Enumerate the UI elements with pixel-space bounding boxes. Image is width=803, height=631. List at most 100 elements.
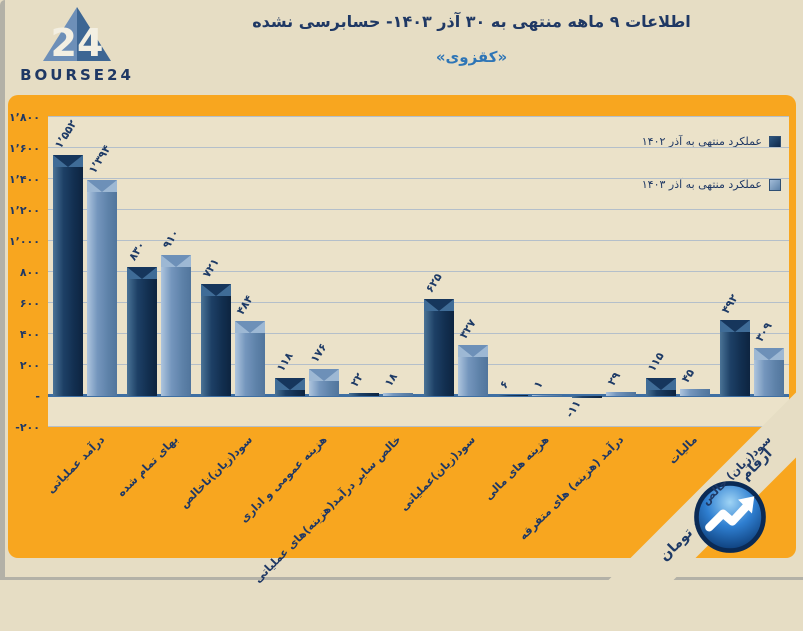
bar-value-label: ۱۱۸ <box>274 349 296 374</box>
legend-swatch-light <box>769 178 781 191</box>
zero-axis-line <box>48 394 789 397</box>
bar-cap <box>423 299 454 312</box>
bar-cap <box>201 284 232 297</box>
x-category-label-8: مالیات <box>666 433 701 467</box>
bar-1402-7 <box>571 396 602 398</box>
bar-cap <box>127 267 158 280</box>
x-category-label-6: هزینه های مالی <box>482 433 552 503</box>
bar-1402-8 <box>645 378 676 396</box>
bar-1403-1 <box>161 254 192 396</box>
bar-cap <box>309 368 340 381</box>
bar-1402-2 <box>201 284 232 396</box>
bar-value-label: ۲۹ <box>604 369 623 388</box>
y-axis-tick-label: -۲۰۰ <box>15 421 40 434</box>
bar-value-label: ۹۱۰ <box>160 226 182 251</box>
bar-value-label: ۶۲۵ <box>422 271 445 296</box>
y-axis-tick-label: ۴۰۰ <box>19 328 40 341</box>
y-axis-tick-label: ۸۰۰ <box>19 266 40 279</box>
logo-brand-text: BOURSE24 <box>20 66 134 84</box>
bar-cap <box>235 320 266 333</box>
bar-cap <box>161 254 192 267</box>
legend-item-1403: عملکرد منتهی به آذر ۱۴۰۳ <box>642 178 781 191</box>
bar-1403-7 <box>605 391 636 396</box>
bar-value-label: ۴۸۴ <box>234 293 256 317</box>
ticker-subtitle: «کقزوی» <box>435 48 508 66</box>
bar-1403-5 <box>457 345 488 396</box>
gridline <box>48 271 789 272</box>
bar-value-label: ۱۱۵ <box>644 350 667 375</box>
bar-1403-8 <box>679 389 710 396</box>
bar-1402-5 <box>423 299 454 396</box>
bar-value-label: ۱۸ <box>382 370 401 390</box>
bar-value-label: -۱۱ <box>562 397 584 420</box>
y-axis-tick-label: ۱٬۰۰۰ <box>8 235 40 248</box>
bar-value-label: ۶ <box>496 378 512 391</box>
x-category-label-5: سود(زیان)عملیاتی <box>397 433 478 514</box>
gridline <box>48 178 789 179</box>
bar-cap <box>645 378 676 391</box>
svg-text:24: 24 <box>51 21 104 64</box>
x-category-label-1: بهای تمام شده <box>115 433 182 500</box>
gridline <box>48 333 789 334</box>
bar-1402-1 <box>127 267 158 396</box>
legend-label-1402: عملکرد منتهی به آذر ۱۴۰۲ <box>641 135 762 148</box>
legend-swatch-dark <box>769 135 781 148</box>
y-axis-tick-label: ۲۰۰ <box>19 359 40 372</box>
header: 24 BOURSE24 اطلاعات ۹ ماهه منتهی به ۳۰ آ… <box>0 0 803 95</box>
bar-value-label: ۸۳۰ <box>126 239 148 264</box>
bar-1403-4 <box>383 393 414 396</box>
legend-label-1403: عملکرد منتهی به آذر ۱۴۰۳ <box>641 178 762 191</box>
bar-cap <box>53 155 83 168</box>
chart-panel: عملکرد منتهی به آذر ۱۴۰۲ عملکرد منتهی به… <box>8 95 803 631</box>
x-category-label-2: سود(زیان)ناخالص <box>177 433 256 511</box>
bar-1403-9 <box>753 348 784 396</box>
legend: عملکرد منتهی به آذر ۱۴۰۲ عملکرد منتهی به… <box>642 135 781 221</box>
bourse24-triangle-icon: 24 <box>43 7 111 65</box>
gridline <box>48 147 789 148</box>
gridline <box>48 116 789 117</box>
bar-1403-2 <box>235 320 266 396</box>
bourse24-logo: 24 BOURSE24 <box>12 4 142 84</box>
stock-ball-icon <box>694 481 766 553</box>
x-category-label-0: درآمد عملیاتی <box>44 433 108 496</box>
bar-value-label: ۷۲۱ <box>200 256 222 281</box>
bar-1402-6 <box>497 395 528 396</box>
bar-1402-9 <box>719 319 750 396</box>
gridline <box>48 426 789 427</box>
window-edge-bottom <box>0 577 803 580</box>
y-axis-tick-label: ۱٬۴۰۰ <box>8 173 40 186</box>
bar-value-label: ۱۷۶ <box>308 340 330 365</box>
y-axis-tick-label: - <box>35 390 40 403</box>
bar-1402-4 <box>349 392 380 396</box>
window-edge-left <box>0 0 5 580</box>
y-axis-tick-label: ۶۰۰ <box>19 297 40 310</box>
gridline <box>48 209 789 210</box>
gridline <box>48 302 789 303</box>
bar-cap <box>457 345 488 358</box>
bar-value-label: ۴۵ <box>678 366 697 386</box>
plot-area: عملکرد منتهی به آذر ۱۴۰۲ عملکرد منتهی به… <box>9 111 789 434</box>
bar-value-label: ۳۲۷ <box>456 317 479 342</box>
bar-value-label: ۳۰۹ <box>752 320 775 345</box>
y-axis-tick-label: ۱٬۶۰۰ <box>8 142 40 155</box>
bar-value-label: ۱ <box>530 378 546 391</box>
x-category-label-4: خالص سایر درآمد(هزینه)های عملیاتی <box>251 433 404 586</box>
bar-cap <box>275 377 306 390</box>
page-title: اطلاعات ۹ ماهه منتهی به ۳۰ آذر ۱۴۰۳- حسا… <box>252 12 691 31</box>
y-axis-tick-label: ۱٬۸۰۰ <box>8 111 40 124</box>
bar-cap <box>87 179 117 192</box>
gridline <box>48 364 789 365</box>
bar-1403-6 <box>531 395 562 396</box>
bar-cap <box>753 348 784 361</box>
bar-1402-0 <box>53 155 83 396</box>
bar-1402-3 <box>275 377 306 396</box>
title-block: اطلاعات ۹ ماهه منتهی به ۳۰ آذر ۱۴۰۳- حسا… <box>170 12 773 66</box>
bar-cap <box>719 319 750 332</box>
bar-1403-3 <box>309 368 340 396</box>
bar-value-label: ۴۹۲ <box>718 291 741 316</box>
legend-item-1402: عملکرد منتهی به آذر ۱۴۰۲ <box>642 135 781 148</box>
gridline <box>48 240 789 241</box>
bar-value-label: ۲۲ <box>348 370 367 389</box>
bar-1403-0 <box>87 179 117 396</box>
y-axis-tick-label: ۱٬۲۰۰ <box>8 204 40 217</box>
